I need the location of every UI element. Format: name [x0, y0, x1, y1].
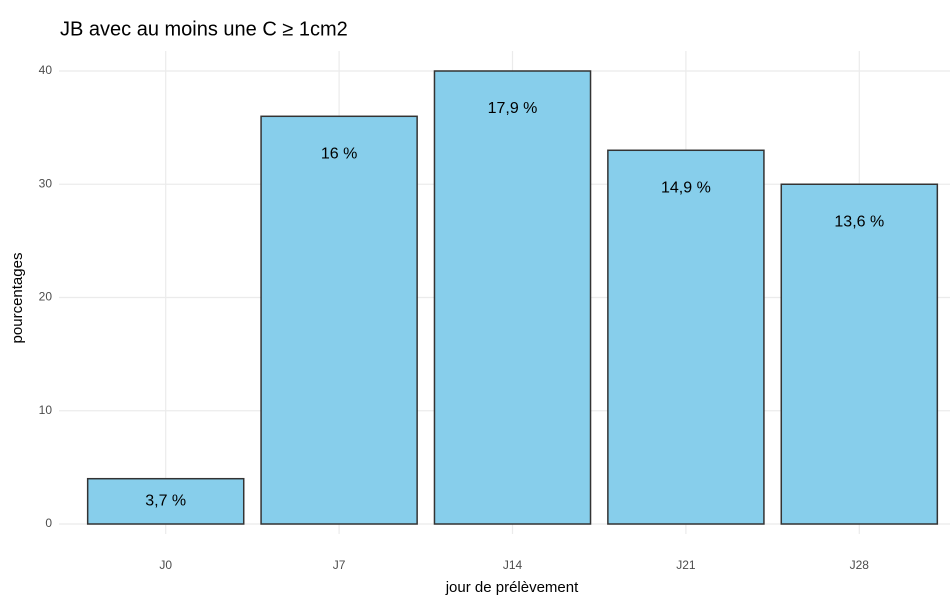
y-tick-label: 40 [39, 63, 53, 77]
bar [433, 70, 592, 525]
bar [86, 477, 245, 525]
bar-label: 14,9 % [661, 179, 711, 196]
bar-label: 3,7 % [145, 493, 186, 510]
y-tick-label: 20 [39, 290, 53, 304]
bar-label: 13,6 % [834, 213, 884, 230]
y-axis-label: pourcentages [9, 253, 26, 344]
bar [607, 149, 765, 525]
bar-label: 17,9 % [488, 100, 538, 117]
bar [260, 115, 418, 525]
y-tick-label: 30 [39, 176, 53, 190]
x-tick-label: J0 [159, 558, 172, 572]
x-tick-label: J7 [333, 558, 346, 572]
chart-title: JB avec au moins une C ≥ 1cm2 [60, 18, 348, 40]
x-axis-label: jour de prélèvement [445, 579, 579, 596]
x-tick-label: J21 [676, 558, 696, 572]
y-tick-label: 0 [45, 516, 52, 530]
y-tick-label: 10 [39, 403, 53, 417]
bar [780, 183, 939, 525]
x-tick-label: J28 [850, 558, 870, 572]
bar-label: 16 % [321, 146, 357, 163]
x-tick-label: J14 [503, 558, 523, 572]
